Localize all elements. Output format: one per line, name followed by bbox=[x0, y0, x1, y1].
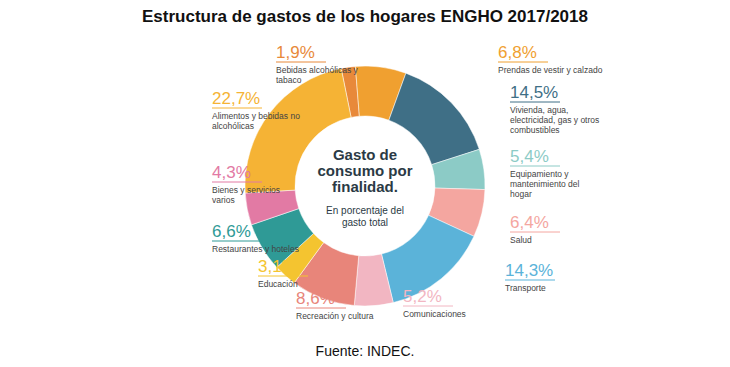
donut bbox=[245, 66, 485, 306]
category-label: Equipamiento ymantenimiento delhogar bbox=[510, 169, 580, 199]
label-rule bbox=[498, 62, 548, 63]
text-line: Bebidas alcohólicas y bbox=[276, 65, 358, 75]
category-label: Prendas de vestir y calzado bbox=[498, 65, 603, 75]
label-rule bbox=[510, 166, 560, 167]
label-rule bbox=[212, 108, 262, 109]
slice bbox=[432, 149, 485, 189]
slice bbox=[354, 254, 393, 306]
text-line: finalidad. bbox=[332, 178, 398, 195]
text-line: Salud bbox=[510, 235, 532, 245]
category-label: Bebidas alcohólicas ytabaco bbox=[276, 65, 358, 85]
category-label: Educación bbox=[258, 279, 298, 289]
value-label: 4,3% bbox=[212, 163, 251, 182]
text-line: gasto total bbox=[342, 217, 388, 228]
category-label: Bienes y serviciosvarios bbox=[212, 185, 280, 205]
label-rule bbox=[212, 182, 262, 183]
category-label: Comunicaciones bbox=[403, 309, 466, 319]
text-line: Alimentos y bebidas no bbox=[212, 111, 300, 121]
center-subtitle: En porcentaje delgasto total bbox=[326, 205, 404, 228]
donut-hole bbox=[296, 117, 434, 255]
value-label: 14,3% bbox=[505, 261, 553, 280]
label-rule bbox=[510, 232, 560, 233]
label-rule bbox=[258, 276, 308, 277]
value-label: 3,1% bbox=[258, 257, 297, 276]
text-line: Restaurantes y hoteles bbox=[212, 244, 299, 254]
title: Estructura de gastos de los hogares ENGH… bbox=[142, 7, 588, 26]
category-label: Recreación y cultura bbox=[296, 311, 374, 321]
category-label: Transporte bbox=[505, 283, 546, 293]
text-line: Recreación y cultura bbox=[296, 311, 374, 321]
label-rule bbox=[296, 308, 346, 309]
text-line: Transporte bbox=[505, 283, 546, 293]
text-line: Prendas de vestir y calzado bbox=[498, 65, 603, 75]
category-label: Vivienda, agua,electricidad, gas y otros… bbox=[510, 105, 599, 135]
value-label: 8,6% bbox=[296, 289, 335, 308]
value-label: 6,6% bbox=[212, 222, 251, 241]
label-rule bbox=[510, 102, 560, 103]
text-line: mantenimiento del bbox=[510, 179, 580, 189]
center-title: Gasto deconsumo porfinalidad. bbox=[317, 146, 412, 195]
value-label: 1,9% bbox=[276, 43, 315, 62]
text-line: Gasto de bbox=[333, 146, 397, 163]
text-line: electricidad, gas y otros bbox=[510, 115, 599, 125]
label-rule bbox=[276, 62, 326, 63]
text-line: consumo por bbox=[317, 162, 412, 179]
value-label: 5,4% bbox=[510, 147, 549, 166]
value-label: 6,8% bbox=[498, 43, 537, 62]
text-line: Equipamiento y bbox=[510, 169, 569, 179]
category-label: Restaurantes y hoteles bbox=[212, 244, 299, 254]
value-label: 14,5% bbox=[510, 83, 558, 102]
label-rule bbox=[212, 241, 262, 242]
text-line: En porcentaje del bbox=[326, 205, 404, 216]
value-label: 5,2% bbox=[403, 287, 442, 306]
value-label: 6,4% bbox=[510, 213, 549, 232]
slice bbox=[245, 190, 299, 225]
label-rule bbox=[403, 306, 453, 307]
text-line: hogar bbox=[510, 189, 532, 199]
category-label: Alimentos y bebidas noalcohólicas bbox=[212, 111, 300, 131]
text-line: varios bbox=[212, 195, 235, 205]
text-line: Bienes y servicios bbox=[212, 185, 280, 195]
text-line: alcohólicas bbox=[212, 121, 254, 131]
text-line: combustibles bbox=[510, 125, 560, 135]
label-rule bbox=[505, 280, 555, 281]
text-line: Vivienda, agua, bbox=[510, 105, 568, 115]
source: Fuente: INDEC. bbox=[316, 343, 415, 359]
text-line: Comunicaciones bbox=[403, 309, 466, 319]
category-label: Salud bbox=[510, 235, 532, 245]
text-line: tabaco bbox=[276, 75, 302, 85]
text-line: Educación bbox=[258, 279, 298, 289]
value-label: 22,7% bbox=[212, 89, 260, 108]
